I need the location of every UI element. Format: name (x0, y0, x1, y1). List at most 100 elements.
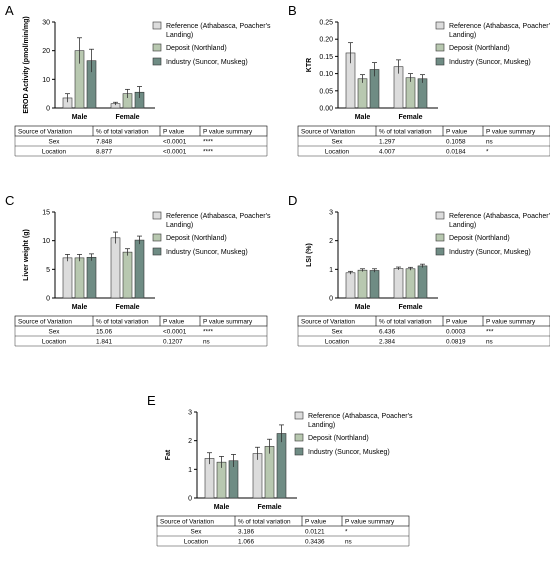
table-header-row (297, 315, 550, 327)
table-cell: Location (42, 148, 67, 155)
bar (369, 270, 380, 299)
table-header-row (14, 125, 268, 137)
table-header-row (297, 125, 550, 137)
table-cell: ns (345, 538, 352, 545)
table-cell: ns (486, 338, 493, 345)
table-header: % of total variation (238, 518, 291, 525)
table-cell: Location (42, 338, 67, 345)
bar (393, 268, 404, 299)
y-tick-label: 5 (46, 267, 50, 274)
y-tick-label: 0 (46, 296, 50, 303)
legend-label: Industry (Suncor, Muskeg) (166, 59, 248, 66)
legend-swatch (152, 233, 162, 242)
table-cell: 8.877 (96, 148, 112, 155)
table-cell: 0.0819 (446, 338, 466, 345)
y-tick-label: 1 (188, 467, 192, 474)
bar (417, 265, 428, 299)
table-cell: 4.007 (379, 148, 395, 155)
table-cell: ns (203, 338, 210, 345)
table-cell: 6.436 (379, 328, 395, 335)
legend-label: Deposit (Northland) (449, 45, 510, 52)
table-cell: <0.0001 (163, 148, 187, 155)
bar (357, 269, 368, 299)
table-header: % of total variation (96, 128, 149, 135)
table-header: P value (446, 128, 468, 135)
table-header: P value summary (203, 318, 253, 325)
legend-swatch (152, 21, 162, 30)
legend-swatch (152, 57, 162, 66)
legend-label: Reference (Athabasca, Poacher's (449, 23, 550, 30)
legend-label: Landing) (449, 32, 476, 39)
bar (345, 272, 356, 299)
table-header: P value summary (345, 518, 395, 525)
table-header: Source of Variation (160, 518, 214, 525)
legend-label: Landing) (166, 222, 193, 229)
table-cell: <0.0001 (163, 328, 187, 335)
panel-a: A EROD Activity (pmol/min/mg) 0 10 20 30 Male F… (5, 3, 271, 157)
table-cell: Sex (48, 328, 60, 335)
y-tick-label: 1 (329, 267, 333, 274)
y-tick-label: 0 (188, 496, 192, 503)
legend-label: Industry (Suncor, Muskeg) (449, 59, 531, 66)
table-cell: Sex (48, 138, 60, 145)
table-header-row (156, 515, 410, 527)
panel-c: C Liver weight (g) 0 5 10 15 Male Female Referen… (5, 193, 271, 347)
legend-label: Deposit (Northland) (166, 45, 227, 52)
table-cell: 7.848 (96, 138, 112, 145)
table-cell: 1.841 (96, 338, 112, 345)
bar (62, 257, 73, 299)
legend-swatch (435, 43, 445, 52)
table-header: Source of Variation (18, 128, 72, 135)
table-cell: * (345, 528, 348, 535)
legend-label: Reference (Athabasca, Poacher's (166, 213, 271, 220)
table-cell: ns (486, 138, 493, 145)
table-cell: <0.0001 (163, 138, 187, 145)
table-cell: Sex (331, 328, 343, 335)
table-cell: Sex (331, 138, 343, 145)
y-tick-label: 0.25 (319, 20, 333, 27)
table-header: P value summary (486, 318, 536, 325)
table-header: P value (163, 128, 185, 135)
bar (204, 458, 215, 499)
panel-b: B KTR 0.00 0.05 0.10 0.15 0.20 0.25 Male Female Re… (288, 3, 550, 157)
y-tick-label: 0.15 (319, 54, 333, 61)
legend-label: Landing) (166, 32, 193, 39)
bar (405, 77, 416, 109)
table-header: P value (305, 518, 327, 525)
bar (252, 453, 263, 499)
y-tick-label: 0 (329, 296, 333, 303)
legend-swatch (435, 21, 445, 30)
legend-swatch (435, 57, 445, 66)
y-axis-title: KTR (306, 58, 313, 72)
legend-label: Industry (Suncor, Muskeg) (449, 249, 531, 256)
legend-label: Reference (Athabasca, Poacher's (449, 213, 550, 220)
legend-label: Reference (Athabasca, Poacher's (308, 413, 413, 420)
table-cell: 3.186 (238, 528, 254, 535)
legend-label: Deposit (Northland) (449, 235, 510, 242)
y-tick-label: 0.20 (319, 37, 333, 44)
y-tick-label: 10 (42, 77, 50, 84)
x-tick-label: Male (214, 504, 230, 511)
table-header: % of total variation (379, 128, 432, 135)
y-tick-label: 30 (42, 20, 50, 27)
table-header: % of total variation (379, 318, 432, 325)
bar (86, 256, 97, 299)
y-tick-label: 10 (42, 238, 50, 245)
x-tick-label: Female (115, 304, 139, 311)
legend-swatch (435, 247, 445, 256)
panel-d: D LSI (%) 0 1 2 3 Male Female Reference (Athabas… (288, 193, 550, 347)
x-tick-label: Female (398, 304, 422, 311)
legend-swatch (435, 233, 445, 242)
y-tick-label: 2 (329, 238, 333, 245)
x-tick-label: Female (398, 114, 422, 121)
y-tick-label: 20 (42, 48, 50, 55)
legend-label: Deposit (Northland) (166, 235, 227, 242)
legend-swatch (294, 433, 304, 442)
table-cell: 0.3436 (305, 538, 325, 545)
table-header: P value summary (203, 128, 253, 135)
table-cell: **** (203, 148, 213, 155)
table-header: Source of Variation (18, 318, 72, 325)
y-tick-label: 0.05 (319, 88, 333, 95)
legend-swatch (152, 43, 162, 52)
